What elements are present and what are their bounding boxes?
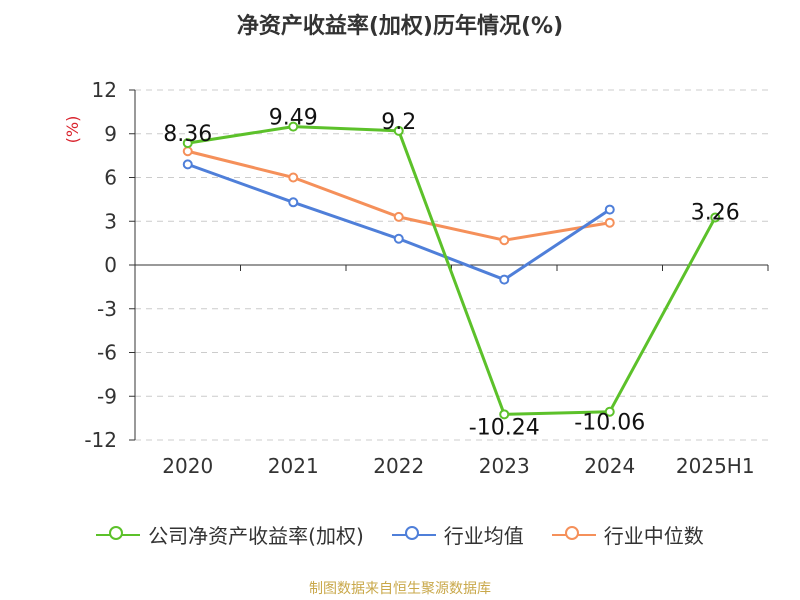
legend-item-industry-median[interactable]: 行业中位数 [551,520,704,549]
series-point-2 [393,211,404,222]
legend-label-industry-mean: 行业均值 [443,524,524,548]
y-tick-label: -3 [97,297,117,321]
series-point-0 [499,409,510,420]
series-line-2 [187,149,610,242]
series-point-0 [393,125,404,136]
y-tick-label: -9 [97,384,117,408]
data-label: 3.26 [691,200,740,225]
series-point-0 [182,138,193,149]
legend-swatch-company [96,525,141,545]
x-tick-label: 2022 [373,454,424,478]
y-tick-label: 12 [92,78,117,102]
series-point-1 [499,274,510,285]
series-point-0 [710,212,721,223]
legend-item-industry-mean[interactable]: 行业均值 [391,520,524,549]
data-label: 9.2 [381,110,416,135]
legend-swatch-industry-median [551,525,596,545]
legend-swatch-industry-mean [391,525,436,545]
chart-title: 净资产收益率(加权)历年情况(%) [236,14,564,39]
series-point-1 [393,233,404,244]
series-line-1 [187,162,611,282]
x-tick-label: 2021 [268,454,319,478]
y-tick-label: 3 [104,209,117,233]
legend: 公司净资产收益率(加权) 行业均值 行业中位数 [0,520,800,549]
y-tick-label: 6 [104,166,117,190]
y-tick-label: 9 [104,122,117,146]
source-note: 制图数据来自恒生聚源数据库 [309,581,491,597]
x-tick-label: 2020 [162,454,213,478]
series-point-1 [604,204,615,215]
y-axis-title: (%) [63,116,82,144]
series-point-2 [604,217,615,228]
y-tick-label: 0 [104,253,117,277]
legend-label-industry-median: 行业中位数 [603,524,704,548]
series-point-2 [288,172,299,183]
x-tick-label: 2025H1 [676,454,755,478]
series-point-2 [499,235,510,246]
y-tick-label: -6 [97,341,117,365]
legend-item-company[interactable]: 公司净资产收益率(加权) [96,520,364,549]
data-label: 9.49 [269,106,318,131]
series-point-1 [182,159,193,170]
x-tick-label: 2024 [584,454,635,478]
y-tick-label: -12 [84,428,117,452]
data-label: 8.36 [163,122,212,147]
series-line-0 [187,125,717,416]
series-point-2 [182,146,193,157]
series-point-0 [288,121,299,132]
legend-label-company: 公司净资产收益率(加权) [148,524,364,548]
data-label: -10.06 [574,411,645,436]
data-label: -10.24 [469,415,540,440]
x-tick-label: 2023 [479,454,530,478]
series-point-1 [288,197,299,208]
series-point-0 [604,406,615,417]
